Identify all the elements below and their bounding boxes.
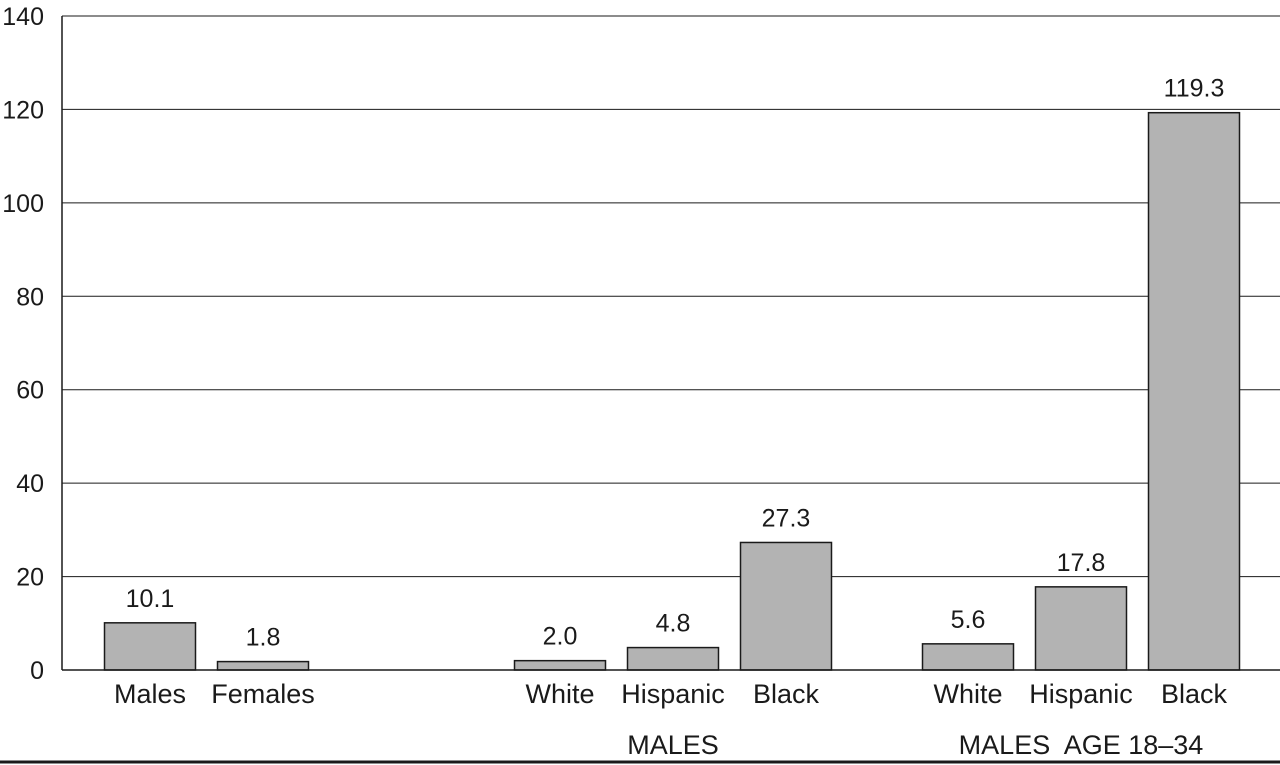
category-label: Black bbox=[1161, 679, 1228, 709]
y-tick-label: 80 bbox=[16, 283, 44, 311]
category-label: White bbox=[525, 679, 594, 709]
data-labels: 10.1 1.8 2.0 4.8 27.3 5.6 17.8 119.3 bbox=[126, 75, 1225, 652]
data-label: 17.8 bbox=[1057, 549, 1106, 577]
category-labels: Males Females White Hispanic Black White Hispa… bbox=[114, 679, 1228, 709]
bar bbox=[103, 622, 197, 671]
data-label: 2.0 bbox=[543, 623, 578, 651]
data-label: 27.3 bbox=[762, 504, 811, 532]
data-label: 10.1 bbox=[126, 585, 175, 613]
y-tick-label: 60 bbox=[16, 377, 44, 405]
category-label: Females bbox=[211, 679, 315, 709]
group-label: MALES AGE 18–34 bbox=[959, 730, 1204, 760]
bars bbox=[103, 111, 1241, 671]
category-label: Hispanic bbox=[621, 679, 725, 709]
category-label: White bbox=[933, 679, 1002, 709]
bar bbox=[921, 643, 1015, 671]
y-tick-label: 140 bbox=[2, 3, 44, 31]
bar bbox=[1034, 586, 1128, 671]
y-tick-label: 100 bbox=[2, 190, 44, 218]
category-label: Black bbox=[753, 679, 820, 709]
data-label: 5.6 bbox=[951, 606, 986, 634]
y-tick-label: 20 bbox=[16, 564, 44, 592]
y-axis-ticks: 0 20 40 60 80 100 120 140 bbox=[2, 3, 44, 685]
gridlines bbox=[62, 15, 1280, 578]
data-label: 1.8 bbox=[246, 624, 281, 652]
y-tick-label: 120 bbox=[2, 96, 44, 124]
group-label: MALES bbox=[627, 730, 719, 760]
category-label: Hispanic bbox=[1029, 679, 1133, 709]
y-tick-label: 40 bbox=[16, 470, 44, 498]
y-tick-label: 0 bbox=[30, 657, 44, 685]
bar bbox=[1147, 111, 1241, 671]
group-labels: MALES MALES AGE 18–34 bbox=[627, 730, 1203, 760]
bar bbox=[626, 646, 720, 671]
data-label: 4.8 bbox=[656, 610, 691, 638]
bar bbox=[739, 541, 833, 671]
data-label: 119.3 bbox=[1164, 75, 1225, 103]
category-label: Males bbox=[114, 679, 186, 709]
bar bbox=[216, 660, 310, 671]
bar bbox=[513, 659, 607, 671]
